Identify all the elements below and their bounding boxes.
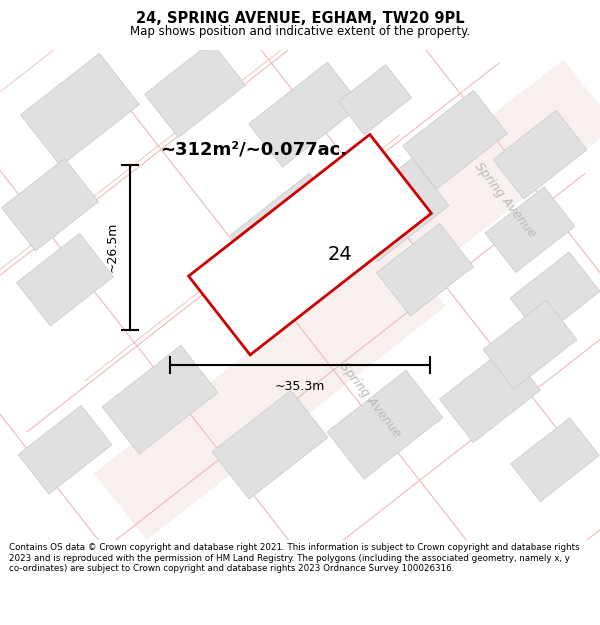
Polygon shape — [483, 301, 577, 389]
Polygon shape — [485, 187, 575, 272]
Polygon shape — [510, 252, 600, 338]
Polygon shape — [102, 345, 218, 454]
Polygon shape — [403, 90, 508, 189]
Polygon shape — [212, 390, 328, 499]
Polygon shape — [94, 239, 446, 540]
Polygon shape — [20, 53, 139, 166]
Polygon shape — [2, 158, 98, 251]
Polygon shape — [511, 418, 599, 502]
Polygon shape — [377, 223, 473, 316]
Text: 24: 24 — [328, 245, 352, 264]
Text: Contains OS data © Crown copyright and database right 2021. This information is : Contains OS data © Crown copyright and d… — [9, 543, 580, 573]
Text: ~35.3m: ~35.3m — [275, 380, 325, 393]
Polygon shape — [18, 406, 112, 494]
Polygon shape — [493, 111, 587, 199]
Polygon shape — [264, 59, 600, 360]
Text: ~26.5m: ~26.5m — [106, 222, 119, 272]
Polygon shape — [327, 370, 443, 479]
Polygon shape — [17, 233, 113, 326]
Polygon shape — [188, 134, 431, 355]
Text: Map shows position and indicative extent of the property.: Map shows position and indicative extent… — [130, 25, 470, 38]
Polygon shape — [145, 42, 245, 138]
Text: 24, SPRING AVENUE, EGHAM, TW20 9PL: 24, SPRING AVENUE, EGHAM, TW20 9PL — [136, 11, 464, 26]
Polygon shape — [338, 64, 412, 135]
Polygon shape — [248, 62, 361, 167]
Text: Spring Avenue: Spring Avenue — [472, 160, 538, 239]
Polygon shape — [230, 173, 349, 286]
Polygon shape — [440, 347, 541, 442]
Text: Spring Avenue: Spring Avenue — [337, 360, 403, 439]
Text: ~312m²/~0.077ac.: ~312m²/~0.077ac. — [160, 141, 347, 159]
Polygon shape — [341, 158, 449, 261]
